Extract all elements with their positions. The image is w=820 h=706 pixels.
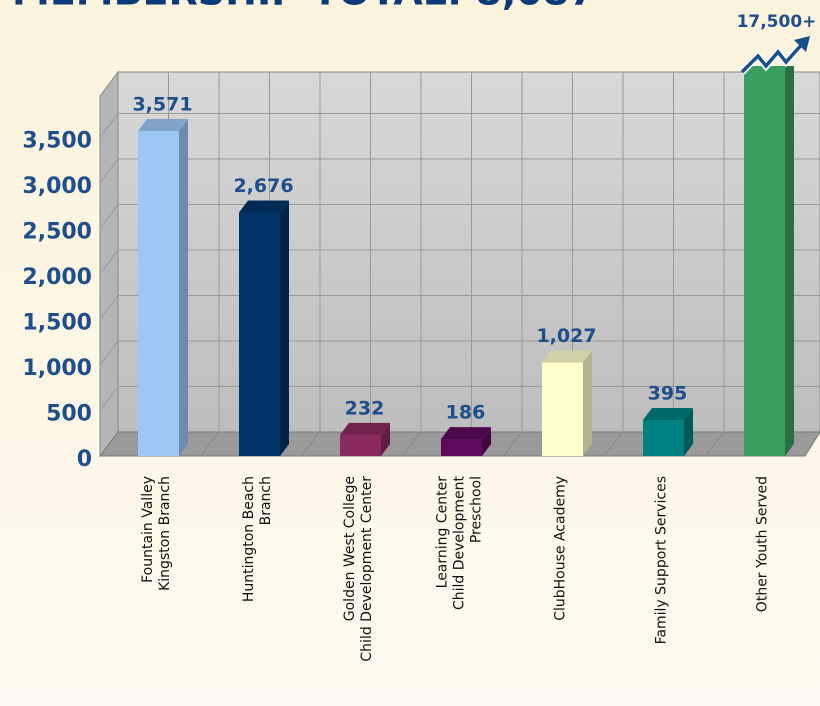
bar-side [785, 66, 794, 456]
data-label: 3,571 [132, 94, 192, 116]
grid-line [99, 386, 119, 411]
bar [340, 434, 381, 456]
x-tick-label: Child Development [452, 475, 468, 610]
floor-line [402, 431, 421, 457]
bar-group [542, 350, 592, 456]
y-tick-label: 3,000 [22, 174, 92, 199]
bar-top [542, 350, 592, 363]
x-tick-label: ClubHouse Academy [553, 476, 569, 621]
y-tick-label: 2,000 [22, 265, 92, 290]
y-tick-label: 2,500 [22, 220, 92, 245]
x-tick-label: Kingston Branch [157, 476, 173, 591]
bar-side [280, 200, 289, 456]
grid-line [99, 295, 119, 320]
x-tick-label: Golden West College [342, 476, 358, 621]
bar-group [643, 408, 693, 456]
bar [441, 439, 482, 456]
grid-line [99, 340, 119, 366]
y-tick-label: 1,000 [22, 356, 92, 381]
break-arrow [740, 40, 806, 74]
floor-line [200, 431, 219, 457]
bar-group [340, 422, 390, 456]
data-label: 232 [345, 397, 385, 419]
data-label: 1,027 [536, 325, 596, 347]
bar-group [744, 66, 794, 456]
x-tick-label: Branch [258, 476, 274, 525]
bar-top [643, 408, 693, 421]
break-arrow-head [794, 36, 810, 52]
bar-group [239, 200, 289, 456]
x-tick-label: Other Youth Served [755, 476, 771, 612]
y-tick-label: 500 [46, 402, 92, 427]
data-label: 17,500+ [737, 12, 817, 32]
floor-line [604, 431, 623, 457]
bar [744, 66, 785, 456]
bar-group [138, 119, 188, 456]
grid-line [99, 249, 119, 275]
bar-group [441, 427, 491, 456]
bar-top [138, 119, 188, 132]
grid-line [99, 113, 119, 138]
x-tick-label: Preschool [469, 476, 485, 543]
bar-side [583, 350, 592, 456]
floor-line [503, 431, 522, 457]
x-tick-label: Huntington Beach [241, 476, 257, 602]
x-tick-label: Family Support Services [654, 476, 670, 644]
bar [239, 212, 280, 456]
bar-side [381, 422, 390, 456]
data-label: 186 [446, 402, 486, 424]
bar [542, 362, 583, 456]
bar-side [684, 408, 693, 456]
grid-line [99, 158, 119, 184]
x-tick-label: Fountain Valley [140, 476, 156, 583]
bar-side [179, 119, 188, 456]
bar-top [239, 200, 289, 213]
chart-title: MEMBERSHIP TOTAL: 8,087 [12, 0, 596, 14]
floor-line [705, 431, 724, 457]
y-tick-label: 3,500 [22, 129, 92, 154]
y-tick-label: 1,500 [22, 311, 92, 336]
back-wall [117, 71, 820, 433]
bar [643, 420, 684, 456]
bar [138, 131, 179, 456]
data-label: 395 [648, 383, 688, 405]
grid-line [99, 204, 119, 229]
bar-top [340, 422, 390, 435]
x-tick-label: Learning Center [435, 476, 451, 589]
bar-top [441, 427, 491, 440]
floor-line [301, 431, 320, 457]
data-label: 2,676 [233, 175, 293, 197]
y-tick-label: 0 [77, 447, 92, 472]
x-tick-label: Child Development Center [359, 476, 375, 662]
bar-side [482, 427, 491, 456]
